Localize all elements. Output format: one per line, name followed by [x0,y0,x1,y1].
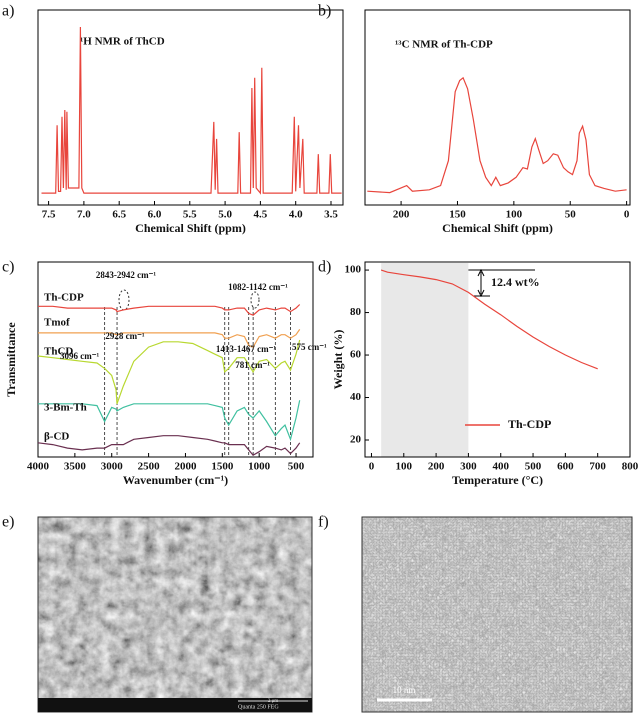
x-tick-label: 0 [369,461,375,473]
x-tick-label: 100 [506,209,523,221]
annotation: 781 cm⁻¹ [235,360,270,370]
x-tick-label: 1500 [211,461,234,473]
series-label: ThCD [44,346,73,358]
annotation: 2928 cm⁻¹ [105,331,144,341]
y-tick-label: 80 [350,306,362,318]
band-ellipse [118,289,130,311]
panel-label: b) [318,3,331,20]
y-tick-label: 100 [345,264,362,276]
data-line [38,304,301,316]
annotation: 2843-2942 cm⁻¹ [96,270,156,280]
x-tick-label: 800 [622,461,639,473]
x-tick-label: 6.0 [148,209,162,221]
series-label: β-CD [44,431,69,443]
legend-label: Th-CDP [508,417,551,431]
x-tick-label: 200 [393,209,410,221]
x-tick-label: 500 [525,461,542,473]
x-tick-label: 4.0 [289,209,303,221]
micrograph [38,517,312,712]
panel-label: c) [2,259,14,276]
panel-label: e) [2,514,14,531]
chart-title: ¹H NMR of ThCD [80,36,165,48]
x-axis-label: Chemical Shift (ppm) [135,221,246,235]
x-tick-label: 150 [449,209,466,221]
x-tick-label: 2500 [138,461,161,473]
x-tick-label: 50 [565,209,577,221]
panel-label: a) [2,3,14,20]
x-tick-label: 600 [557,461,574,473]
data-line [381,269,598,370]
x-tick-label: 2000 [174,461,197,473]
y-tick-label: 60 [350,349,362,361]
x-tick-label: 5.5 [183,209,197,221]
annotation: 12.4 wt% [491,275,540,289]
series-label: Tmof [44,317,70,329]
shaded-range [381,263,469,457]
x-axis-label: Temperature (°C) [452,473,543,487]
x-tick-label: 4.5 [254,209,268,221]
x-axis-label: Wavenumber (cm⁻¹) [123,473,228,487]
y-axis-label: Weight (%) [331,330,345,390]
annotation: 1413-1467 cm⁻¹ [216,344,276,354]
x-tick-label: 500 [288,461,305,473]
x-tick-label: 6.5 [112,209,126,221]
info-text: Quanta 250 FEG [238,704,279,710]
x-tick-label: 200 [428,461,445,473]
x-tick-label: 3000 [101,461,124,473]
y-tick-label: 40 [350,391,362,403]
annotation: 1082-1142 cm⁻¹ [228,282,288,292]
series-label: Th-CDP [44,292,84,304]
x-tick-label: 3.5 [324,209,338,221]
micrograph [362,517,632,712]
data-line [38,400,301,442]
data-line [37,339,301,405]
panel-label: d) [318,259,331,276]
x-tick-label: 300 [460,461,477,473]
scale-bar-label: 2 μm [268,699,278,704]
data-line [38,329,301,348]
x-tick-label: 700 [589,461,606,473]
x-tick-label: 0 [624,209,630,221]
y-axis-label: Transmittance [4,322,18,397]
x-tick-label: 3500 [64,461,87,473]
plot-frame [37,261,314,458]
micrograph-border [361,516,633,713]
x-tick-label: 5.0 [218,209,232,221]
x-tick-label: 7.0 [77,209,91,221]
data-line [367,76,627,194]
band-ellipse [250,291,260,309]
data-line [37,435,301,456]
scale-bar-label: 10 nm [393,685,416,695]
series-label: 3-Bm-Th [44,402,87,414]
annotation: 3096 cm⁻¹ [60,351,99,361]
data-line [41,26,342,195]
x-tick-label: 7.5 [42,209,56,221]
y-tick-label: 20 [350,434,362,446]
plot-frame [364,261,631,458]
x-tick-label: 100 [396,461,413,473]
chart-title: ¹³C NMR of Th-CDP [395,39,493,51]
plot-frame [364,9,631,206]
annotation: 575 cm⁻¹ [292,342,327,352]
x-tick-label: 1000 [248,461,271,473]
x-tick-label: 4000 [27,461,50,473]
plot-frame [37,9,344,206]
x-axis-label: Chemical Shift (ppm) [442,221,553,235]
x-tick-label: 400 [492,461,509,473]
panel-label: f) [318,514,329,531]
